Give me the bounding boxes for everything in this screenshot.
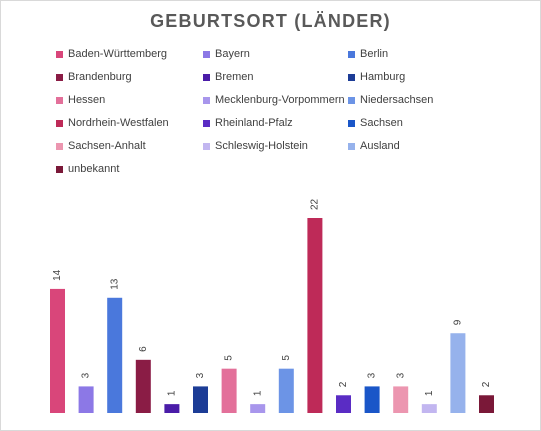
legend-swatch (56, 165, 63, 173)
legend-label: Hamburg (360, 71, 406, 83)
legend-label: Schleswig-Holstein (215, 140, 308, 152)
legend-item-nordrhein-westfalen: Nordrhein-Westfalen (56, 116, 169, 130)
data-label-bremen: 1 (167, 390, 178, 396)
bar-bremen (164, 404, 180, 413)
data-label-schleswig-holstein: 1 (424, 390, 435, 396)
bar-ausland (450, 333, 466, 413)
bar-schleswig-holstein (421, 404, 437, 413)
legend-swatch (203, 96, 210, 104)
legend-swatch (56, 73, 63, 81)
legend-swatch (348, 96, 355, 104)
legend-item-sachsen-anhalt: Sachsen-Anhalt (56, 139, 146, 153)
data-label-sachsen-anhalt: 3 (395, 372, 406, 378)
legend-label: Nordrhein-Westfalen (68, 117, 169, 129)
data-label-bayern: 3 (81, 372, 92, 378)
legend-swatch (203, 73, 210, 81)
data-label-ausland: 9 (453, 319, 464, 325)
legend-label: Sachsen-Anhalt (68, 140, 146, 152)
legend-swatch (348, 50, 355, 58)
data-label-sachsen: 3 (367, 372, 378, 378)
legend-item-schleswig-holstein: Schleswig-Holstein (203, 139, 308, 153)
legend-item-brandenburg: Brandenburg (56, 70, 132, 84)
data-label-nordrhein-westfalen: 22 (310, 198, 321, 210)
data-label-niedersachsen: 5 (281, 355, 292, 361)
legend-label: unbekannt (68, 163, 120, 175)
legend-label: Brandenburg (68, 71, 132, 83)
legend-item-sachsen: Sachsen (348, 116, 403, 130)
legend-label: Bremen (215, 71, 254, 83)
legend-item-mecklenburg-vorpommern: Mecklenburg-Vorpommern (203, 93, 345, 107)
bar-sachsen (364, 386, 380, 413)
chart-title: GEBURTSORT (LÄNDER) (150, 11, 391, 31)
legend-item-niedersachsen: Niedersachsen (348, 93, 433, 107)
legend-label: Niedersachsen (360, 94, 434, 106)
data-label-mecklenburg-vorpommern: 1 (252, 390, 263, 396)
legend-swatch (203, 119, 210, 127)
legend-item-hessen: Hessen (56, 93, 105, 107)
bar-nordrhein-westfalen (307, 218, 323, 413)
bar-hessen (221, 368, 237, 413)
legend-item-ausland: Ausland (348, 139, 400, 153)
legend-label: Sachsen (360, 117, 403, 129)
legend-swatch (56, 96, 63, 104)
bar-berlin (107, 297, 123, 413)
legend-swatch (348, 73, 355, 81)
legend-item-baden-wuerttemberg: Baden-Württemberg (56, 47, 167, 61)
legend-swatch (348, 119, 355, 127)
legend-label: Mecklenburg-Vorpommern (215, 94, 345, 106)
legend-swatch (203, 142, 210, 150)
legend-swatch (203, 50, 210, 58)
bar-rheinland-pfalz (336, 395, 351, 413)
legend-label: Ausland (360, 140, 400, 152)
data-label-baden-wuerttemberg: 14 (52, 269, 63, 281)
data-label-berlin: 13 (109, 278, 120, 290)
bar-bayern (78, 386, 94, 413)
legend-label: Baden-Württemberg (68, 48, 168, 60)
legend-label: Berlin (360, 48, 389, 60)
legend-label: Rheinland-Pfalz (215, 117, 293, 129)
bar-baden-wuerttemberg (50, 288, 65, 413)
bar-hamburg (193, 386, 208, 413)
legend-item-hamburg: Hamburg (348, 70, 405, 84)
bar-brandenburg (135, 359, 151, 413)
legend-item-bayern: Bayern (203, 47, 250, 61)
legend-swatch (56, 50, 63, 58)
legend-item-berlin: Berlin (348, 47, 388, 61)
legend-label: Hessen (68, 94, 106, 106)
legend-item-bremen: Bremen (203, 70, 254, 84)
legend-label: Bayern (215, 48, 250, 60)
data-label-unbekannt: 2 (481, 381, 492, 387)
data-label-brandenburg: 6 (138, 346, 149, 352)
data-label-hessen: 5 (224, 355, 235, 361)
legend-swatch (348, 142, 355, 150)
legend-item-unbekannt: unbekannt (56, 162, 119, 176)
data-label-hamburg: 3 (195, 372, 206, 378)
bar-unbekannt (479, 395, 494, 413)
bar-sachsen-anhalt (393, 386, 409, 413)
legend-swatch (56, 119, 63, 127)
data-label-rheinland-pfalz: 2 (338, 381, 349, 387)
bar-niedersachsen (278, 368, 294, 413)
bar-mecklenburg-vorpommern (250, 404, 266, 413)
legend-swatch (56, 142, 63, 150)
legend-item-rheinland-pfalz: Rheinland-Pfalz (203, 116, 293, 130)
